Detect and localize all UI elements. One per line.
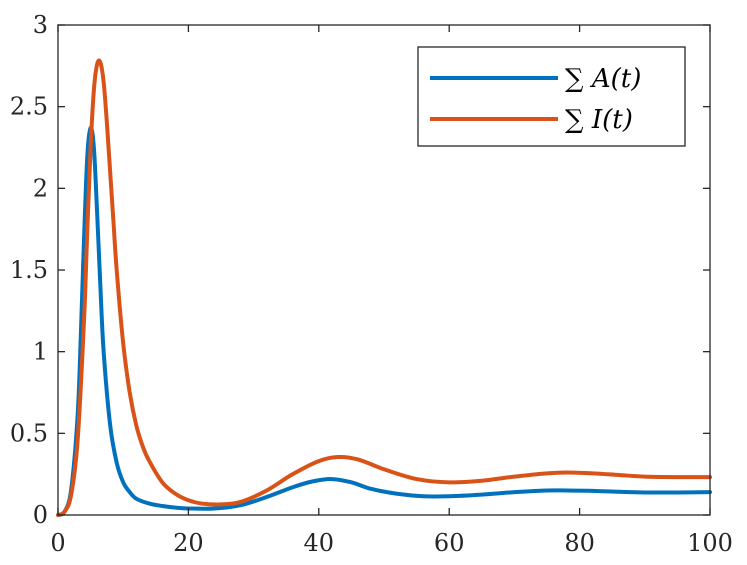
- ticks-layer: [57, 24, 711, 516]
- y-tick-label-2: 1: [33, 338, 48, 366]
- y-tick-label-1: 0.5: [10, 419, 48, 447]
- series-layer: [56, 58, 712, 517]
- y-tick-label-6: 3: [33, 11, 48, 39]
- y-tick-label-0: 0: [33, 501, 48, 529]
- x-tick-label-4: 80: [564, 529, 595, 557]
- series-line-0: [56, 125, 712, 517]
- legend-box: [417, 46, 686, 147]
- y-tick-label-5: 2.5: [10, 93, 48, 121]
- x-tick-label-1: 20: [173, 529, 204, 557]
- series-line-1: [56, 58, 712, 517]
- legend-label-a: ∑ A(t): [565, 64, 641, 94]
- y-tick-labels: 0 0.5 1 1.5 2 2.5 3: [10, 11, 48, 529]
- x-tick-labels: 0 20 40 60 80 100: [50, 529, 733, 557]
- y-tick-label-4: 2: [33, 174, 48, 202]
- legend: ∑ A(t) ∑ I(t): [417, 46, 686, 147]
- x-tick-label-2: 40: [304, 529, 335, 557]
- x-tick-label-0: 0: [50, 529, 65, 557]
- x-tick-label-5: 100: [687, 529, 733, 557]
- y-tick-label-3: 1.5: [10, 256, 48, 284]
- legend-label-i: ∑ I(t): [565, 105, 633, 135]
- x-tick-label-3: 60: [434, 529, 465, 557]
